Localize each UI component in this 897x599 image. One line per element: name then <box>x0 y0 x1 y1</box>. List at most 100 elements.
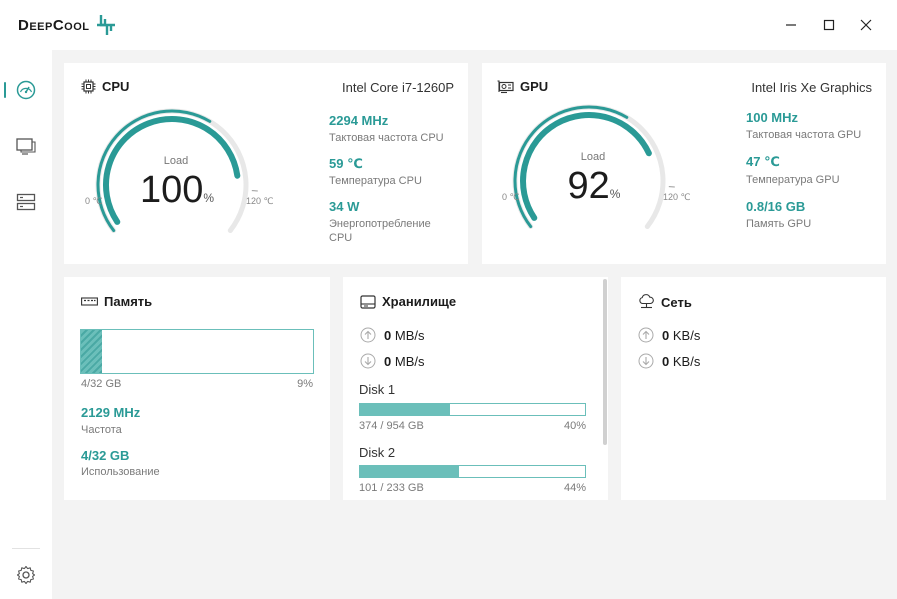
app-logo: DeepCool <box>18 14 116 36</box>
cpu-model: Intel Core i7-1260P <box>341 80 454 95</box>
network-download-unit: KB/s <box>672 353 701 369</box>
network-card: Сеть 0 KB/s 0 KB/s <box>621 277 886 500</box>
minimize-button[interactable] <box>777 12 805 38</box>
upload-arrow-icon <box>360 327 376 343</box>
gpu-temperature-value: 47 ℃ <box>746 154 780 169</box>
storage-download-value-group: 0 MB/s <box>384 354 424 369</box>
network-download-value: 0 <box>662 353 670 369</box>
cpu-power-label-line2: CPU <box>329 232 353 244</box>
disk-2-usage-percent: 44% <box>563 482 586 494</box>
memory-card-title: Память <box>81 294 152 309</box>
cpu-frequency-label: Тактовая частота CPU <box>329 132 444 144</box>
network-download-value-group: 0 KB/s <box>662 354 700 369</box>
gpu-load-gauge <box>512 104 675 230</box>
gpu-frequency-label: Тактовая частота GPU <box>746 129 862 141</box>
ram-icon <box>81 296 98 306</box>
disk-1-usage-bar <box>359 403 586 416</box>
disk-1-name: Disk 1 <box>359 382 396 397</box>
cpu-load-value: 100% <box>107 169 247 212</box>
storage-upload-unit: MB/s <box>394 327 425 343</box>
sidebar-item-display[interactable] <box>0 126 52 166</box>
cpu-gauge-min: 0 ℃ <box>85 196 103 206</box>
gpu-load-percent: % <box>609 187 621 201</box>
settings-button[interactable] <box>0 555 52 595</box>
storage-upload-rate: 0 MB/s <box>360 327 424 343</box>
gpu-load-number: 92 <box>567 165 610 207</box>
storage-card-title: Хранилище <box>360 294 456 309</box>
server-icon <box>16 193 36 211</box>
storage-upload-value: 0 <box>384 327 392 343</box>
memory-usage-percent: 9% <box>297 378 313 390</box>
gpu-model: Intel Iris Xe Graphics <box>751 80 872 95</box>
storage-card: Хранилище 0 MB/s 0 MB/s Disk 1 374 / 954… <box>343 277 608 500</box>
gpu-load-value: 92% <box>524 165 664 208</box>
disk-1-usage-percent: 40% <box>563 420 586 432</box>
cpu-temperature-value: 59 ℃ <box>329 156 363 171</box>
cpu-load-percent: % <box>203 191 215 205</box>
memory-card: Память 4/32 GB 9% 2129 MHz Частота 4/32 … <box>64 277 330 500</box>
network-card-title: Сеть <box>638 294 692 310</box>
memory-used-value: 4/32 GB <box>81 448 130 463</box>
gpu-card-title: GPU <box>497 79 548 94</box>
cpu-temperature-label: Температура CPU <box>329 175 422 187</box>
cpu-chip-icon <box>81 79 96 94</box>
brand-name: DeepCool <box>18 16 90 34</box>
gpu-frequency-value: 100 MHz <box>746 110 799 125</box>
network-title: Сеть <box>661 294 692 310</box>
cpu-frequency-value: 2294 MHz <box>329 113 389 128</box>
memory-usage-fill <box>81 330 102 373</box>
disk-2-usage-bar <box>359 465 586 478</box>
gpu-memory-value: 0.8/16 GB <box>746 199 806 214</box>
cpu-card: CPU Intel Core i7-1260P Load 100% 0 ℃ 12… <box>64 63 468 264</box>
cpu-gauge-max: 120 ℃ <box>246 196 274 206</box>
upload-arrow-icon <box>638 327 654 343</box>
gear-icon <box>16 565 36 585</box>
close-button[interactable] <box>852 12 880 38</box>
network-download-rate: 0 KB/s <box>638 353 700 369</box>
graphics-card-icon <box>497 79 514 93</box>
cpu-load-gauge <box>95 108 258 234</box>
storage-download-unit: MB/s <box>394 353 425 369</box>
speedometer-icon <box>16 80 36 100</box>
network-upload-rate: 0 KB/s <box>638 327 700 343</box>
memory-frequency-label: Частота <box>81 424 122 436</box>
cpu-card-title: CPU <box>81 79 129 94</box>
maximize-icon <box>823 19 835 31</box>
cloud-network-icon <box>639 294 654 309</box>
download-arrow-icon <box>638 353 654 369</box>
deepcool-logo-icon <box>96 15 115 35</box>
memory-usage-bar <box>80 329 314 374</box>
storage-scrollbar[interactable] <box>603 279 607 445</box>
sidebar-item-devices[interactable] <box>0 182 52 222</box>
network-upload-value: 0 <box>662 327 670 343</box>
memory-title: Память <box>104 294 153 309</box>
minimize-icon <box>786 24 796 26</box>
gpu-temperature-label: Температура GPU <box>746 174 840 186</box>
memory-used-label: Использование <box>81 466 160 478</box>
close-icon <box>860 19 872 31</box>
disk-2-usage-fill <box>360 466 459 477</box>
cpu-gauge-fill <box>103 116 241 225</box>
sidebar <box>0 50 52 599</box>
gpu-gauge-fill <box>520 112 652 221</box>
disk-1-usage-fill <box>360 404 450 415</box>
sidebar-item-dashboard[interactable] <box>0 70 52 110</box>
disk-2-usage-text: 101 / 233 GB <box>359 482 424 494</box>
gpu-memory-label: Память GPU <box>746 218 812 230</box>
cpu-load-number: 100 <box>139 169 204 211</box>
storage-upload-value-group: 0 MB/s <box>384 328 424 343</box>
gpu-load-label: Load <box>580 151 606 163</box>
cpu-title: CPU <box>102 79 130 94</box>
storage-title: Хранилище <box>382 294 457 309</box>
monitor-icon <box>16 138 36 155</box>
memory-usage-text: 4/32 GB <box>81 378 122 390</box>
memory-frequency-value: 2129 MHz <box>81 405 141 420</box>
maximize-button[interactable] <box>815 12 843 38</box>
cpu-gauge-outer-arc <box>96 109 212 233</box>
hard-drive-icon <box>360 294 376 309</box>
gpu-gauge-outer-arc <box>513 105 629 229</box>
cpu-power-value: 34 W <box>329 199 360 214</box>
gpu-title: GPU <box>520 79 549 94</box>
download-arrow-icon <box>360 353 376 369</box>
disk-1-usage-text: 374 / 954 GB <box>359 420 424 432</box>
